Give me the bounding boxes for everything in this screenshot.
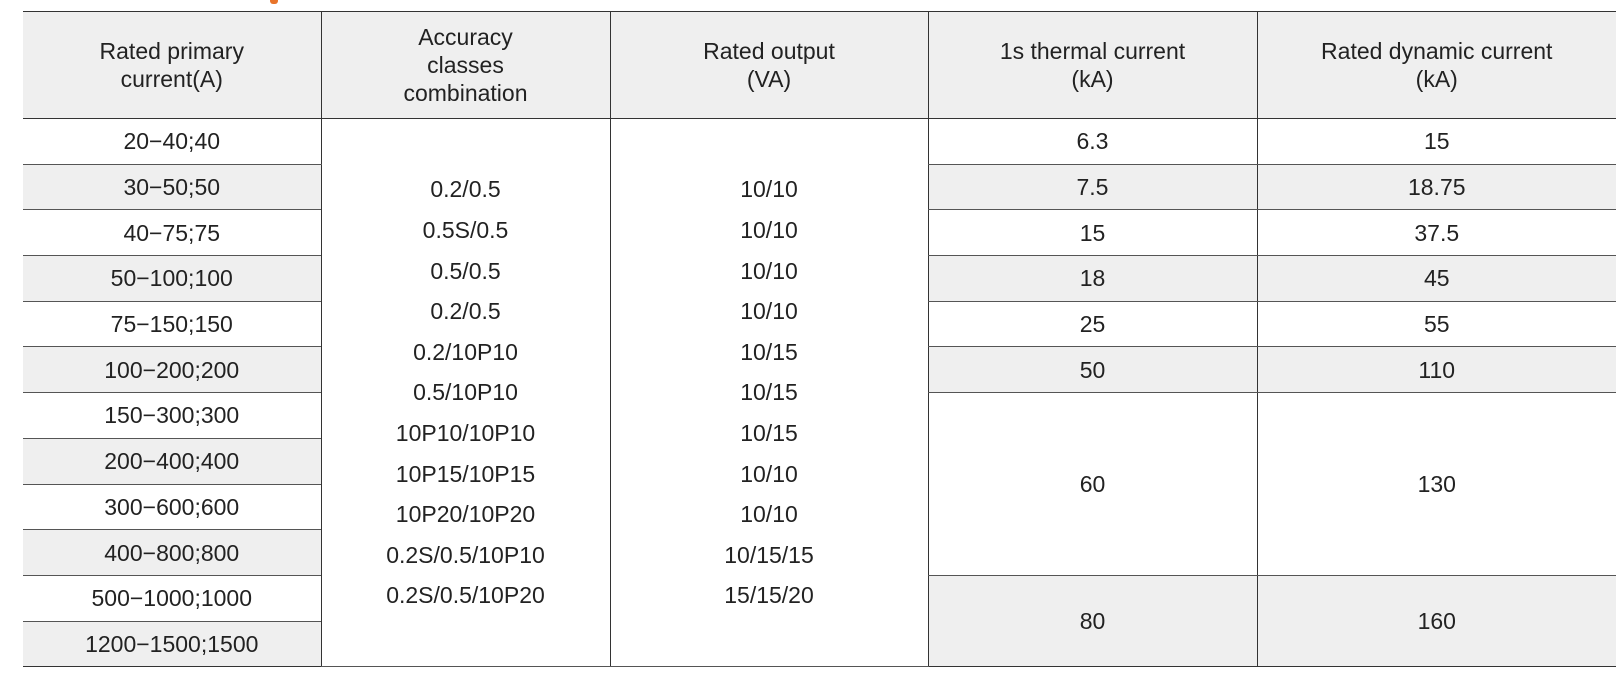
rated-output: 10/15: [740, 419, 798, 446]
rated-output: 10/10: [740, 216, 798, 243]
accuracy-class: 0.2S/0.5/10P10: [386, 541, 545, 568]
table-row: 1200−1500;1500: [23, 621, 1616, 668]
rated-output: 10/15: [740, 379, 798, 406]
dynamic-current-cell: 15: [1256, 118, 1616, 165]
header-row: Rated primary current(A) Accuracy classe…: [23, 11, 1616, 119]
rated-output: 15/15/20: [724, 582, 814, 609]
table-row: 100−200;200 50 110: [23, 346, 1616, 394]
primary-current-cell: 20−40;40: [23, 118, 321, 165]
accuracy-class: 0.2/10P10: [413, 338, 518, 365]
dynamic-current-cell: 18.75: [1256, 164, 1616, 211]
table-row: 300−600;600: [23, 484, 1616, 531]
thermal-current-cell: 80: [927, 575, 1257, 668]
table-row: 150−300;300 60 130: [23, 392, 1616, 576]
thermal-current-cell: 18: [927, 255, 1257, 302]
table-row: 30−50;50 7.5 18.75: [23, 164, 1616, 211]
header-rated-output: Rated output (VA): [609, 11, 928, 119]
ct-specification-table: Rated primary current(A) Accuracy classe…: [23, 11, 1616, 668]
rated-output: 10/10: [740, 298, 798, 325]
dynamic-current-cell: 37.5: [1256, 209, 1616, 257]
dynamic-current-cell: 110: [1256, 346, 1616, 394]
thermal-current-cell: 6.3: [927, 118, 1257, 165]
accuracy-class: 0.2/0.5: [430, 176, 501, 203]
primary-current-cell: 30−50;50: [23, 164, 321, 211]
dynamic-current-cell: 55: [1256, 301, 1616, 348]
thermal-current-cell: 15: [927, 209, 1257, 257]
rated-output: 10/10: [740, 257, 798, 284]
header-accuracy-classes-text: Accuracy classes combination: [403, 24, 528, 106]
thermal-current-cell: 50: [927, 346, 1257, 394]
table-row: 400−800;800: [23, 529, 1616, 576]
header-accuracy-classes: Accuracy classes combination: [320, 11, 610, 119]
header-rated-output-text: Rated output (VA): [703, 38, 835, 92]
accuracy-classes-cell: 0.2/0.5 0.5S/0.5 0.5/0.5 0.2/0.5 0.2/10P…: [320, 118, 610, 668]
primary-current-cell: 150−300;300: [23, 392, 321, 439]
accuracy-class: 0.5/0.5: [430, 257, 501, 284]
rated-output: 10/15/15: [724, 541, 814, 568]
header-thermal-current: 1s thermal current (kA): [927, 11, 1257, 119]
accuracy-class: 0.2S/0.5/10P20: [386, 582, 545, 609]
primary-current-cell: 100−200;200: [23, 346, 321, 394]
dynamic-current-cell: 130: [1256, 392, 1616, 576]
header-rated-primary-current: Rated primary current(A): [23, 12, 321, 119]
table-row: 200−400;400: [23, 438, 1616, 485]
accuracy-class: 10P10/10P10: [395, 419, 536, 446]
header-rated-primary-current-text: Rated primary current(A): [99, 38, 244, 92]
primary-current-cell: 1200−1500;1500: [23, 621, 321, 668]
dynamic-current-cell: 45: [1256, 255, 1616, 302]
primary-current-cell: 40−75;75: [23, 209, 321, 257]
thermal-current-cell: 25: [927, 301, 1257, 348]
primary-current-cell: 75−150;150: [23, 301, 321, 348]
orange-accent-mark: [270, 0, 278, 4]
header-dynamic-current-text: Rated dynamic current (kA): [1321, 38, 1553, 92]
accuracy-class: 10P15/10P15: [395, 460, 536, 487]
table-row: 40−75;75 15 37.5: [23, 209, 1616, 257]
accuracy-class: 0.2/0.5: [430, 298, 501, 325]
accuracy-class: 0.5/10P10: [413, 379, 518, 406]
accuracy-class: 10P20/10P20: [395, 501, 536, 528]
primary-current-cell: 50−100;100: [23, 255, 321, 302]
header-thermal-current-text: 1s thermal current (kA): [999, 38, 1186, 92]
rated-output: 10/15: [740, 338, 798, 365]
header-dynamic-current: Rated dynamic current (kA): [1256, 11, 1616, 119]
primary-current-cell: 400−800;800: [23, 529, 321, 576]
rated-output: 10/10: [740, 176, 798, 203]
rated-output: 10/10: [740, 501, 798, 528]
table-row: 20−40;40 0.2/0.5 0.5S/0.5 0.5/0.5 0.2/0.…: [23, 118, 1616, 668]
accuracy-class: 0.5S/0.5: [422, 216, 509, 243]
thermal-current-cell: 7.5: [927, 164, 1257, 211]
table-row: 75−150;150 25 55: [23, 301, 1616, 348]
dynamic-current-cell: 160: [1256, 575, 1616, 668]
table-row: 50−100;100 18 45: [23, 255, 1616, 302]
primary-current-cell: 200−400;400: [23, 438, 321, 485]
primary-current-cell: 300−600;600: [23, 484, 321, 531]
thermal-current-cell: 60: [927, 392, 1257, 576]
rated-output: 10/10: [740, 460, 798, 487]
rated-outputs-cell: 10/10 10/10 10/10 10/10 10/15 10/15 10/1…: [609, 118, 928, 668]
primary-current-cell: 500−1000;1000: [23, 575, 321, 622]
table-row: 500−1000;1000 80 160: [23, 575, 1616, 668]
